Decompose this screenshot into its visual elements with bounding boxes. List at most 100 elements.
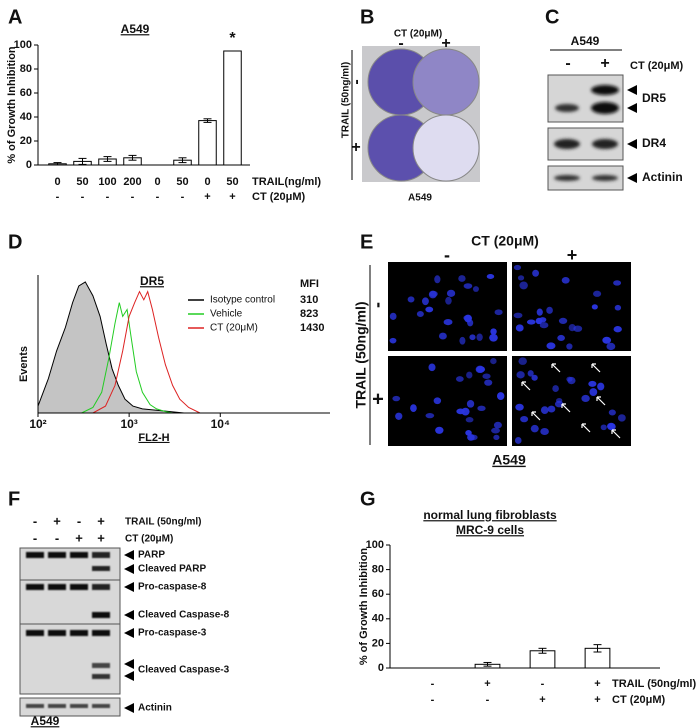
x-tick-label: 0	[54, 176, 60, 188]
nucleus	[532, 269, 539, 277]
nucleus	[443, 319, 453, 326]
nucleus	[614, 304, 622, 311]
series-line	[37, 281, 185, 414]
nucleus	[547, 405, 556, 413]
x-axis-label: FL2-H	[138, 432, 169, 444]
nucleus	[476, 333, 483, 341]
band-label: Actinin	[138, 703, 172, 714]
nucleus	[493, 421, 502, 429]
error-bar	[103, 156, 112, 162]
sign: +	[75, 530, 83, 545]
nucleus	[606, 342, 616, 351]
cell-arrow	[521, 381, 531, 391]
label: A549	[408, 193, 432, 204]
label: -	[565, 55, 570, 72]
x-tick-label: 50	[226, 176, 238, 188]
nucleus	[494, 309, 503, 316]
sign: +	[53, 513, 61, 528]
x-tick-label: -	[431, 678, 435, 690]
arrowhead	[627, 139, 637, 149]
cell-arrow	[611, 429, 621, 439]
chart-title: normal lung fibroblasts	[423, 508, 557, 522]
nucleus	[608, 422, 615, 430]
legend-value: 310	[300, 294, 318, 306]
legend-label: Isotype control	[210, 295, 275, 306]
nucleus	[613, 326, 622, 333]
nucleus	[491, 427, 500, 434]
x-tick-label: +	[594, 694, 600, 706]
nucleus	[514, 437, 522, 444]
nucleus	[493, 434, 500, 440]
nucleus	[490, 328, 497, 335]
band-label: PARP	[138, 550, 165, 561]
nucleus	[446, 289, 456, 297]
y-tick-label: 0	[378, 662, 384, 674]
x-tick-label: +	[484, 678, 490, 690]
series-line	[81, 302, 173, 414]
nucleus	[597, 382, 605, 391]
x-tick-label: -	[56, 191, 60, 203]
x-tick-label: -	[131, 191, 135, 203]
x-tick-label: -	[156, 191, 160, 203]
nucleus	[515, 324, 524, 332]
x-tick-label: 10³	[120, 417, 137, 431]
x-tick-label: +	[594, 678, 600, 690]
y-tick-label: 100	[14, 39, 32, 51]
row-label: TRAIL (50ng/ml)	[612, 678, 696, 690]
series-area	[38, 281, 184, 413]
nucleus	[434, 275, 441, 284]
nucleus	[617, 414, 626, 422]
y-axis-label: % of Growth Inhibition	[6, 46, 18, 164]
nucleus	[463, 283, 473, 289]
bar	[223, 50, 242, 166]
nucleus	[469, 334, 476, 341]
plate	[412, 48, 480, 116]
panel-letter: E	[360, 231, 373, 253]
x-tick-label: 0	[204, 176, 210, 188]
nucleus	[425, 306, 434, 313]
nucleus	[496, 392, 505, 400]
x-tick-label: -	[181, 191, 185, 203]
arrowhead	[124, 582, 134, 592]
blot-bands	[554, 85, 619, 181]
legend-label: Vehicle	[210, 309, 243, 320]
nucleus	[416, 310, 424, 317]
x-tick-label: 0	[154, 176, 160, 188]
microscopy	[388, 262, 631, 446]
nucleus	[467, 434, 475, 441]
label: +	[600, 55, 609, 72]
nucleus	[466, 371, 473, 379]
label: -	[348, 79, 365, 84]
nucleus	[602, 336, 612, 344]
nucleus	[472, 286, 479, 292]
nucleus	[539, 322, 549, 329]
arrowhead	[124, 703, 134, 713]
nucleus	[540, 406, 549, 415]
x-tick-label: -	[81, 191, 85, 203]
nucleus	[589, 388, 598, 396]
legend-value: 1430	[300, 322, 324, 334]
nucleus	[557, 334, 565, 341]
y-tick-label: 0	[26, 159, 32, 171]
y-tick-label: 40	[372, 613, 384, 625]
cell-arrow	[551, 363, 561, 373]
nucleus	[392, 395, 401, 402]
arrowhead	[124, 659, 134, 669]
nucleus	[546, 342, 556, 350]
chart-title: A549	[121, 22, 150, 36]
nucleus	[593, 290, 602, 297]
band-label: Pro-caspase-3	[138, 628, 207, 639]
y-tick-label: 100	[366, 539, 384, 551]
nucleus	[428, 290, 437, 299]
nucleus	[519, 281, 528, 290]
y-tick-label: 80	[372, 564, 384, 576]
label: +	[567, 245, 578, 265]
x-tick-label: 200	[123, 176, 141, 188]
y-tick-label: 40	[20, 111, 32, 123]
nucleus	[455, 376, 464, 382]
error-bar	[203, 118, 212, 123]
x-tick-label: 10²	[29, 417, 46, 431]
nucleus	[407, 296, 415, 303]
x-tick-label: 100	[98, 176, 116, 188]
cell-arrow	[596, 396, 606, 406]
